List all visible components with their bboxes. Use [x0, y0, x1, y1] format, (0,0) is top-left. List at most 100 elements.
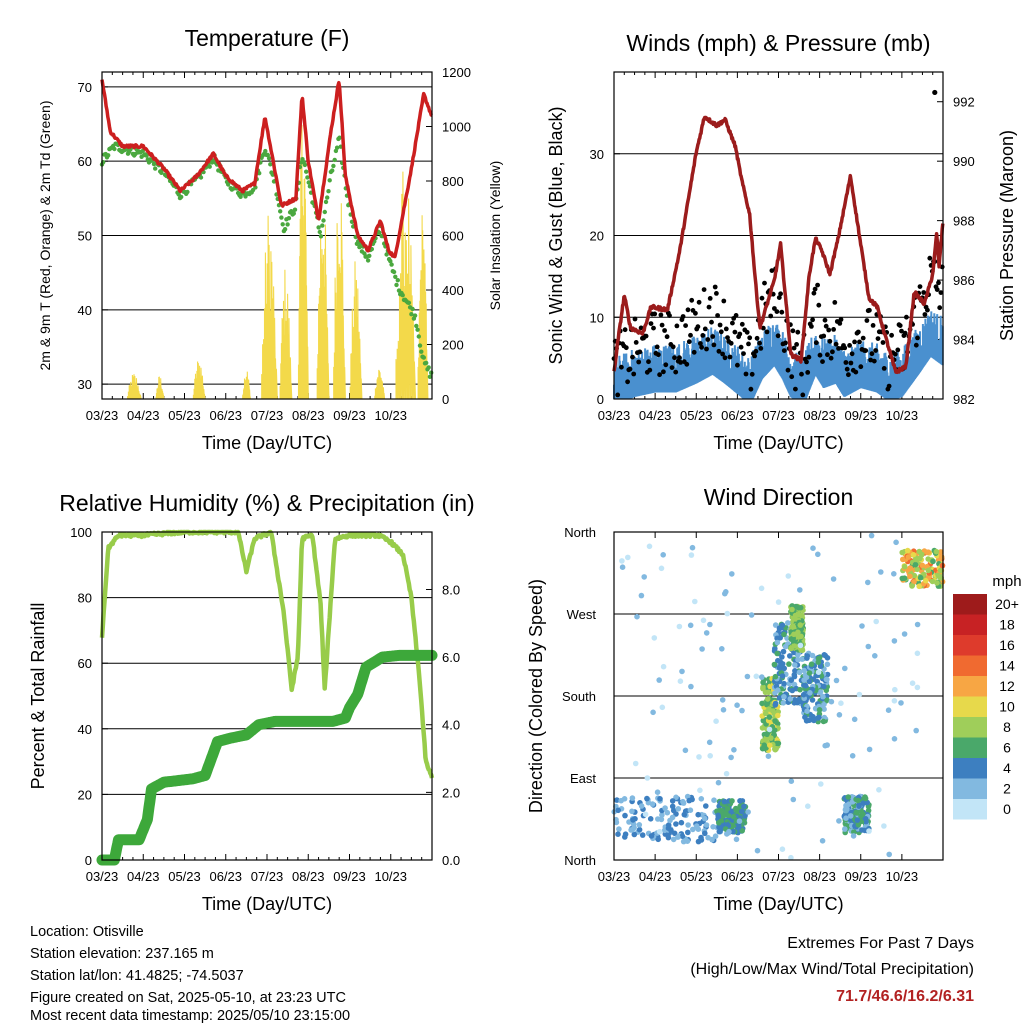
gust-point: [867, 307, 872, 313]
x-axis-label: Time (Day/UTC): [202, 433, 332, 453]
dewpoint-point: [419, 349, 424, 354]
gust-point: [706, 304, 712, 310]
gust-point: [852, 339, 857, 345]
gust-point: [747, 335, 753, 341]
y-tick-label: 20: [590, 229, 604, 244]
wind-direction-point: [766, 714, 773, 720]
gust-point: [791, 345, 797, 351]
wind-direction-point: [901, 631, 908, 637]
dewpoint-point: [320, 223, 325, 228]
wind-direction-point: [766, 726, 773, 733]
wind-direction-point: [891, 736, 898, 742]
wind-direction-point: [711, 797, 717, 803]
gust-point: [688, 332, 693, 338]
gust-point: [932, 89, 938, 96]
gust-point: [768, 313, 774, 319]
wind-direction-point: [655, 816, 661, 822]
gust-point: [783, 340, 788, 346]
dewpoint-point: [377, 230, 382, 235]
gust-point: [769, 268, 775, 273]
gust-point: [678, 360, 683, 365]
wind-direction-point: [638, 592, 645, 599]
wind-direction-point: [807, 690, 813, 696]
x-tick-label: 07/23: [251, 869, 284, 884]
wind-direction-point: [619, 558, 625, 564]
wind-direction-point: [933, 548, 940, 555]
wind-direction-point: [925, 567, 932, 574]
wind-direction-point: [682, 747, 689, 754]
wind-direction-point: [679, 668, 685, 675]
gust-point: [648, 321, 654, 326]
colorbar-label: 14: [999, 658, 1015, 674]
plot-frame: [613, 71, 944, 400]
colorbar-label: 10: [999, 699, 1015, 715]
y2-tick-label: 1000: [442, 120, 471, 135]
colorbar-swatch: [953, 655, 987, 676]
gust-point: [844, 366, 850, 372]
gust-point: [868, 357, 873, 363]
x-tick-label: 08/23: [292, 869, 325, 884]
wind-direction-point: [702, 830, 708, 837]
gust-point: [809, 324, 814, 329]
wind-direction-point: [865, 807, 872, 814]
y-axis-label: Percent & Total Rainfall: [28, 603, 48, 790]
wind-direction-point: [808, 661, 815, 667]
wind-direction-point: [860, 811, 866, 817]
wind-direction-point: [680, 838, 687, 845]
gust-point: [702, 326, 708, 332]
wind-direction-point: [862, 827, 868, 834]
gust-point: [775, 333, 781, 339]
x-axis-label: Time (Day/UTC): [713, 894, 843, 914]
y-tick-label: 60: [78, 656, 92, 671]
wind-direction-point: [688, 683, 694, 690]
gust-point: [757, 340, 762, 346]
chart-title: Relative Humidity (%) & Precipitation (i…: [59, 490, 474, 516]
wind-direction-point: [748, 612, 755, 618]
gust-point: [806, 354, 812, 360]
dewpoint-point: [410, 306, 415, 312]
wind-direction-point: [886, 851, 892, 858]
colorbar-swatch: [953, 737, 987, 758]
gust-point: [733, 313, 739, 318]
wind-direction-point: [771, 727, 778, 733]
wind-direction-point: [872, 653, 878, 659]
gust-point: [858, 364, 864, 370]
dewpoint-point: [365, 258, 371, 263]
wind-direction-point: [924, 549, 931, 556]
gust-point: [711, 342, 717, 348]
wind-direction-point: [788, 636, 795, 642]
gust-point: [781, 348, 787, 353]
gust-point: [656, 352, 661, 358]
gust-point: [812, 286, 818, 292]
wind-direction-point: [849, 753, 856, 759]
wind-direction-point: [917, 574, 924, 581]
wind-direction-point: [851, 716, 858, 723]
colorbar-label: 16: [999, 637, 1015, 653]
dewpoint-point: [384, 252, 389, 257]
gust-point: [730, 320, 735, 326]
wind-direction-point: [816, 707, 823, 713]
dewpoint-point: [391, 269, 397, 275]
x-tick-label: 06/23: [209, 869, 242, 884]
colorbar-swatch: [953, 614, 987, 635]
gust-point: [902, 330, 908, 336]
gust-point: [823, 323, 829, 329]
wind-direction-point: [713, 718, 719, 724]
gust-point: [659, 322, 665, 328]
chart-title: Winds (mph) & Pressure (mb): [626, 30, 930, 56]
wind-direction-point: [650, 709, 656, 716]
x-tick-label: 07/23: [762, 408, 795, 423]
wind-direction-point: [641, 574, 647, 580]
dewpoint-point: [417, 343, 423, 348]
chart-title: Wind Direction: [704, 484, 854, 510]
wind-direction-point: [774, 650, 780, 657]
gust-point: [661, 369, 666, 375]
gust-point: [623, 345, 629, 351]
gust-point: [754, 335, 760, 341]
dewpoint-point: [416, 334, 421, 339]
dewpoint-point: [337, 135, 342, 140]
dewpoint-point: [330, 168, 335, 173]
dewpoint-point: [292, 207, 298, 212]
wind-direction-point: [799, 612, 805, 619]
wind-direction-point: [929, 578, 936, 585]
